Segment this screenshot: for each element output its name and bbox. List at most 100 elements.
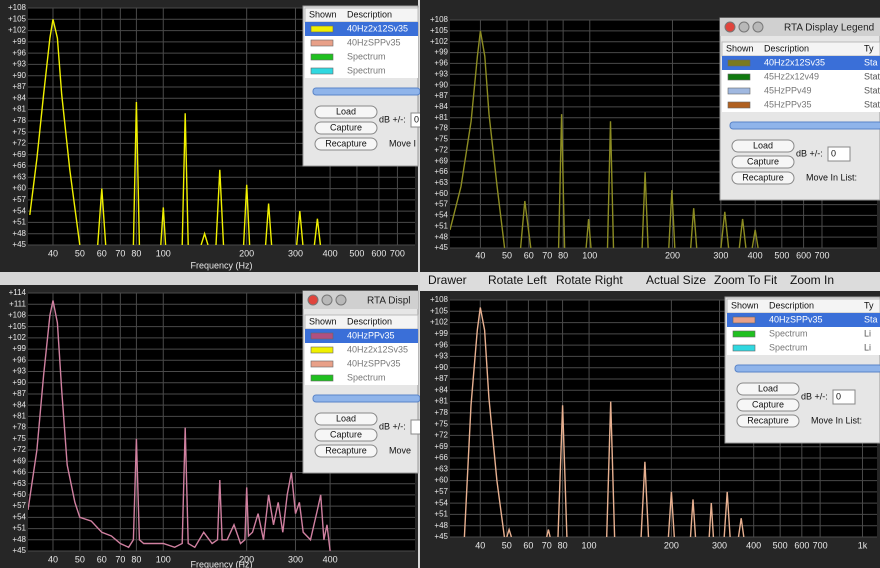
legend-name: Spectrum <box>347 372 386 382</box>
button-label[interactable]: Capture <box>752 399 784 409</box>
window-button[interactable] <box>335 294 347 306</box>
legend-row[interactable] <box>727 341 880 355</box>
button-label[interactable]: Capture <box>330 429 362 439</box>
legend-swatch <box>310 332 334 340</box>
window-button[interactable] <box>752 21 764 33</box>
spectrum-line <box>29 19 322 245</box>
legend-row[interactable] <box>722 56 880 70</box>
button[interactable] <box>731 171 795 185</box>
button-label[interactable]: Recapture <box>747 415 789 425</box>
x-tick-label: 60 <box>97 248 107 258</box>
y-tick-label: +81 <box>434 397 448 406</box>
legend-row[interactable] <box>305 36 418 50</box>
button-label[interactable]: Load <box>758 383 778 393</box>
legend-row[interactable] <box>305 329 418 343</box>
toolbar-item[interactable]: Rotate Left <box>488 273 547 287</box>
legend-row[interactable] <box>305 357 418 371</box>
button[interactable] <box>736 382 800 396</box>
x-tick-label: 70 <box>115 554 125 564</box>
window-button[interactable] <box>738 21 750 33</box>
y-tick-label: +66 <box>12 468 26 477</box>
y-tick-label: +108 <box>430 15 449 24</box>
button[interactable] <box>314 412 378 426</box>
button[interactable] <box>314 105 378 119</box>
column-header: Ty <box>864 300 874 310</box>
button[interactable] <box>731 139 795 153</box>
move-label: Move In List: <box>806 172 857 182</box>
legend-swatch <box>310 25 334 33</box>
button-label[interactable]: Recapture <box>325 445 367 455</box>
button-label[interactable]: Recapture <box>742 172 784 182</box>
button-label[interactable]: Recapture <box>325 138 367 148</box>
legend-row[interactable] <box>727 313 880 327</box>
button[interactable] <box>731 155 795 169</box>
legend-window: RTA Display Legend Shown Description Ty 40Hz… <box>719 17 880 201</box>
legend-row[interactable] <box>305 64 418 78</box>
button-label[interactable]: Load <box>336 413 356 423</box>
window-button[interactable] <box>321 294 333 306</box>
window-button[interactable] <box>307 294 319 306</box>
button[interactable] <box>736 398 800 412</box>
y-tick-label: +90 <box>434 363 448 372</box>
y-tick-label: +102 <box>430 318 449 327</box>
progress-bar <box>734 364 880 373</box>
y-tick-label: +63 <box>12 172 26 181</box>
y-tick-label: +63 <box>434 178 448 187</box>
legend-row[interactable] <box>727 327 880 341</box>
button[interactable] <box>314 137 378 151</box>
toolbar-item[interactable]: Actual Size <box>646 273 706 287</box>
x-tick-label: 600 <box>371 248 386 258</box>
x-tick-label: 60 <box>97 554 107 564</box>
y-tick-label: +57 <box>434 487 448 496</box>
column-header: Description <box>347 9 392 19</box>
y-tick-label: +63 <box>434 464 448 473</box>
legend-swatch <box>310 39 334 47</box>
y-tick-label: +45 <box>434 532 448 541</box>
toolbar-item[interactable]: Drawer <box>428 273 467 287</box>
title-bar <box>303 291 418 309</box>
button[interactable] <box>314 428 378 442</box>
y-tick-label: +96 <box>434 59 448 68</box>
x-tick-label: 80 <box>131 248 141 258</box>
button-label[interactable]: Load <box>753 140 773 150</box>
y-tick-label: +66 <box>12 161 26 170</box>
button-label[interactable]: Load <box>336 106 356 116</box>
legend-row[interactable] <box>305 22 418 36</box>
x-tick-label: 40 <box>475 250 485 260</box>
legend-row[interactable] <box>722 98 880 112</box>
x-tick-label: 50 <box>75 554 85 564</box>
move-label: Move In List: <box>811 415 862 425</box>
progress-bar <box>312 394 421 403</box>
y-tick-label: +93 <box>12 60 26 69</box>
x-tick-label: 400 <box>323 248 338 258</box>
legend-name: 40Hz2x12Sv35 <box>347 23 408 33</box>
legend-name: Spectrum <box>769 328 808 338</box>
spectrum-line <box>450 30 759 248</box>
legend-row[interactable] <box>305 343 418 357</box>
button[interactable] <box>314 444 378 458</box>
x-tick-label: 100 <box>156 554 171 564</box>
toolbar-item[interactable]: Zoom To Fit <box>714 273 778 287</box>
legend-row[interactable] <box>722 70 880 84</box>
window-button[interactable] <box>724 21 736 33</box>
db-input[interactable] <box>827 146 851 162</box>
legend-name: 45HzPPv35 <box>764 99 812 109</box>
y-tick-label: +60 <box>434 476 448 485</box>
y-tick-label: +75 <box>12 434 26 443</box>
legend-row[interactable] <box>722 84 880 98</box>
legend-row[interactable] <box>305 371 418 385</box>
button-label[interactable]: Capture <box>747 156 779 166</box>
legend-row[interactable] <box>305 50 418 64</box>
column-header: Shown <box>309 9 337 19</box>
toolbar-item[interactable]: Zoom In <box>790 273 834 287</box>
button[interactable] <box>736 414 800 428</box>
y-tick-label: +45 <box>12 546 26 555</box>
db-value: 0 <box>414 114 419 124</box>
db-input[interactable] <box>832 389 856 405</box>
y-tick-label: +102 <box>8 333 27 342</box>
button[interactable] <box>314 121 378 135</box>
button-label[interactable]: Capture <box>330 122 362 132</box>
toolbar-item[interactable]: Rotate Right <box>556 273 623 287</box>
x-tick-label: 80 <box>131 554 141 564</box>
legend-type: Li <box>864 342 871 352</box>
